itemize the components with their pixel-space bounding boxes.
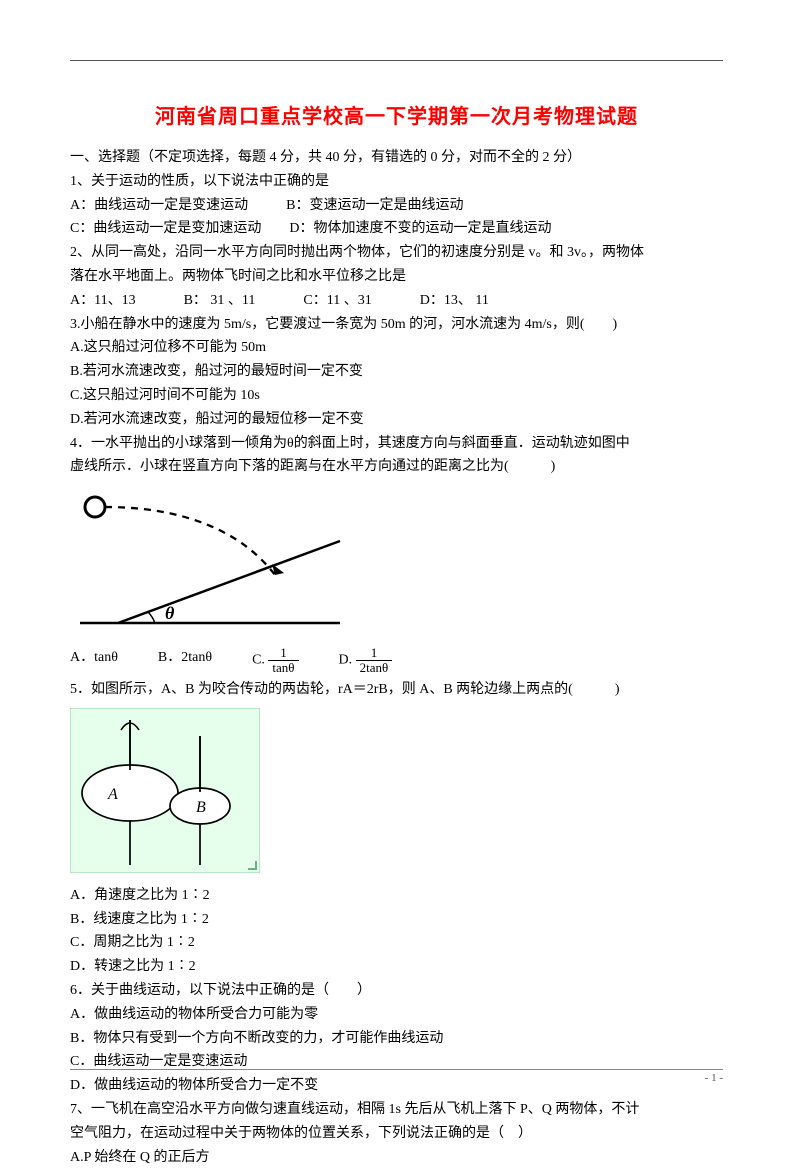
q5-figure: AB <box>70 708 723 882</box>
q5-b: B．线速度之比为 1∶2 <box>70 908 723 932</box>
q2-c: C：11 、31 <box>303 289 371 313</box>
q1-d: D：物体加速度不变的运动一定是直线运动 <box>289 217 551 241</box>
q2-a: A：11、13 <box>70 289 136 313</box>
svg-text:A: A <box>107 786 118 803</box>
top-rule <box>70 60 723 61</box>
q4-c-num: 1 <box>276 646 291 660</box>
q3-b: B.若河水流速改变，船过河的最短时间一定不变 <box>70 360 723 384</box>
section-heading: 一、选择题（不定项选择，每题 4 分，共 40 分，有错选的 0 分，对而不全的… <box>70 146 723 170</box>
q4-figure: θ <box>70 485 723 644</box>
q4-options: A．tanθ B．2tanθ C. 1 tanθ D. 1 2tanθ <box>70 646 723 674</box>
q5-c: C．周期之比为 1∶2 <box>70 931 723 955</box>
q6-d: D．做曲线运动的物体所受合力一定不变 <box>70 1074 723 1098</box>
q6-b: B．物体只有受到一个方向不断改变的力，才可能作曲线运动 <box>70 1027 723 1051</box>
q7-stem1: 7、一飞机在高空沿水平方向做匀速直线运动，相隔 1s 先后从飞机上落下 P、Q … <box>70 1098 723 1122</box>
q4-d-den: 2tanθ <box>356 660 393 675</box>
q4-b: B．2tanθ <box>158 646 212 670</box>
q4-stem1: 4．一水平抛出的小球落到一倾角为θ的斜面上时，其速度方向与斜面垂直．运动轨迹如图… <box>70 432 723 456</box>
q4-d-num: 1 <box>367 646 382 660</box>
q7-stem2: 空气阻力，在运动过程中关于两物体的位置关系，下列说法正确的是（ ） <box>70 1122 723 1146</box>
svg-text:B: B <box>196 799 206 816</box>
q4-c-label: C. <box>252 652 265 667</box>
q4-stem2: 虚线所示．小球在竖直方向下落的距离与在水平方向通过的距离之比为( ) <box>70 455 723 479</box>
q2-stem1: 2、从同一高处，沿同一水平方向同时抛出两个物体，它们的初速度分别是 v。和 3v… <box>70 241 723 265</box>
q1-stem: 1、关于运动的性质，以下说法中正确的是 <box>70 170 723 194</box>
q2-d: D：13、 11 <box>420 289 489 313</box>
page-number: - 1 - <box>705 1069 723 1088</box>
q1-c: C：曲线运动一定是变加速运动 <box>70 217 261 241</box>
q4-c-frac: 1 tanθ <box>268 646 298 674</box>
q4-d: D. 1 2tanθ <box>339 646 393 674</box>
q4-d-frac: 1 2tanθ <box>356 646 393 674</box>
q1-b: B：变速运动一定是曲线运动 <box>286 194 463 218</box>
q4-a: A．tanθ <box>70 646 118 670</box>
q5-stem: 5．如图所示，A、B 为咬合传动的两齿轮，rA＝2rB，则 A、B 两轮边缘上两… <box>70 678 723 702</box>
q6-a: A．做曲线运动的物体所受合力可能为零 <box>70 1003 723 1027</box>
q3-d: D.若河水流速改变，船过河的最短位移一定不变 <box>70 408 723 432</box>
q1-a: A：曲线运动一定是变速运动 <box>70 194 248 218</box>
q6-stem: 6．关于曲线运动，以下说法中正确的是（ ） <box>70 979 723 1003</box>
q4-d-label: D. <box>339 652 353 667</box>
q3-stem: 3.小船在静水中的速度为 5m/s，它要渡过一条宽为 50m 的河，河水流速为 … <box>70 313 723 337</box>
q6-c: C．曲线运动一定是变速运动 <box>70 1050 723 1074</box>
q4-c: C. 1 tanθ <box>252 646 298 674</box>
q2-b: B： 31 、11 <box>184 289 256 313</box>
q2-options: A：11、13 B： 31 、11 C：11 、31 D：13、 11 <box>70 289 723 313</box>
q1-row1: A：曲线运动一定是变速运动 B：变速运动一定是曲线运动 <box>70 194 723 218</box>
q7-a: A.P 始终在 Q 的正后方 <box>70 1146 723 1169</box>
q2-stem2: 落在水平地面上。两物体飞时间之比和水平位移之比是 <box>70 265 723 289</box>
svg-text:θ: θ <box>165 603 175 623</box>
q3-c: C.这只船过河时间不可能为 10s <box>70 384 723 408</box>
q5-a: A．角速度之比为 1∶2 <box>70 884 723 908</box>
q4-svg: θ <box>70 485 350 635</box>
page-title: 河南省周口重点学校高一下学期第一次月考物理试题 <box>70 100 723 134</box>
q3-a: A.这只船过河位移不可能为 50m <box>70 336 723 360</box>
q5-svg: AB <box>70 708 260 873</box>
q1-row2: C：曲线运动一定是变加速运动 D：物体加速度不变的运动一定是直线运动 <box>70 217 723 241</box>
q4-c-den: tanθ <box>268 660 298 675</box>
footer-rule <box>70 1069 723 1070</box>
q5-d: D．转速之比为 1∶2 <box>70 955 723 979</box>
